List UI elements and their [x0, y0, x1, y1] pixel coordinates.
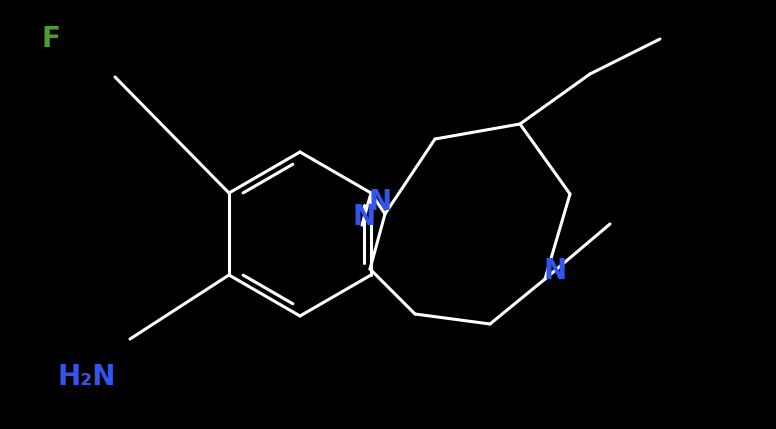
Text: H₂N: H₂N [58, 363, 116, 391]
Text: N: N [369, 188, 392, 216]
Text: N: N [352, 203, 376, 231]
Text: F: F [42, 25, 61, 53]
Text: N: N [543, 257, 566, 285]
